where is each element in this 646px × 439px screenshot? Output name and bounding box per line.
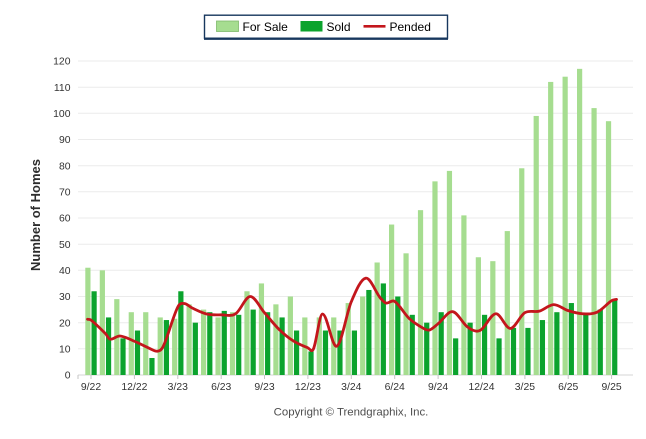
svg-text:12/24: 12/24 [468, 382, 494, 393]
svg-text:70: 70 [59, 187, 71, 198]
svg-text:6/25: 6/25 [558, 382, 578, 393]
svg-text:120: 120 [53, 57, 71, 68]
svg-text:20: 20 [59, 318, 71, 329]
svg-text:60: 60 [59, 214, 71, 225]
svg-text:3/25: 3/25 [515, 382, 535, 393]
svg-text:12/22: 12/22 [121, 382, 147, 393]
svg-text:100: 100 [53, 109, 71, 120]
svg-text:10: 10 [59, 344, 71, 355]
svg-text:40: 40 [59, 266, 71, 277]
svg-text:110: 110 [54, 83, 71, 94]
svg-text:3/24: 3/24 [341, 382, 361, 393]
svg-text:For Sale: For Sale [243, 20, 289, 34]
svg-text:9/25: 9/25 [601, 382, 621, 393]
svg-text:80: 80 [59, 161, 71, 172]
svg-text:12/23: 12/23 [295, 382, 321, 393]
svg-text:90: 90 [59, 135, 71, 146]
svg-text:Sold: Sold [327, 20, 351, 34]
svg-text:9/22: 9/22 [81, 382, 101, 393]
svg-text:6/24: 6/24 [385, 382, 405, 393]
svg-text:9/23: 9/23 [254, 382, 274, 393]
svg-text:Number of Homes: Number of Homes [28, 159, 43, 271]
svg-text:9/24: 9/24 [428, 382, 448, 393]
svg-text:0: 0 [65, 371, 71, 382]
svg-text:Pended: Pended [390, 20, 431, 34]
svg-text:Copyright © Trendgraphix, Inc.: Copyright © Trendgraphix, Inc. [274, 407, 429, 419]
svg-text:3/23: 3/23 [168, 382, 188, 393]
svg-text:50: 50 [59, 240, 71, 251]
svg-text:30: 30 [59, 292, 71, 303]
svg-text:6/23: 6/23 [211, 382, 231, 393]
